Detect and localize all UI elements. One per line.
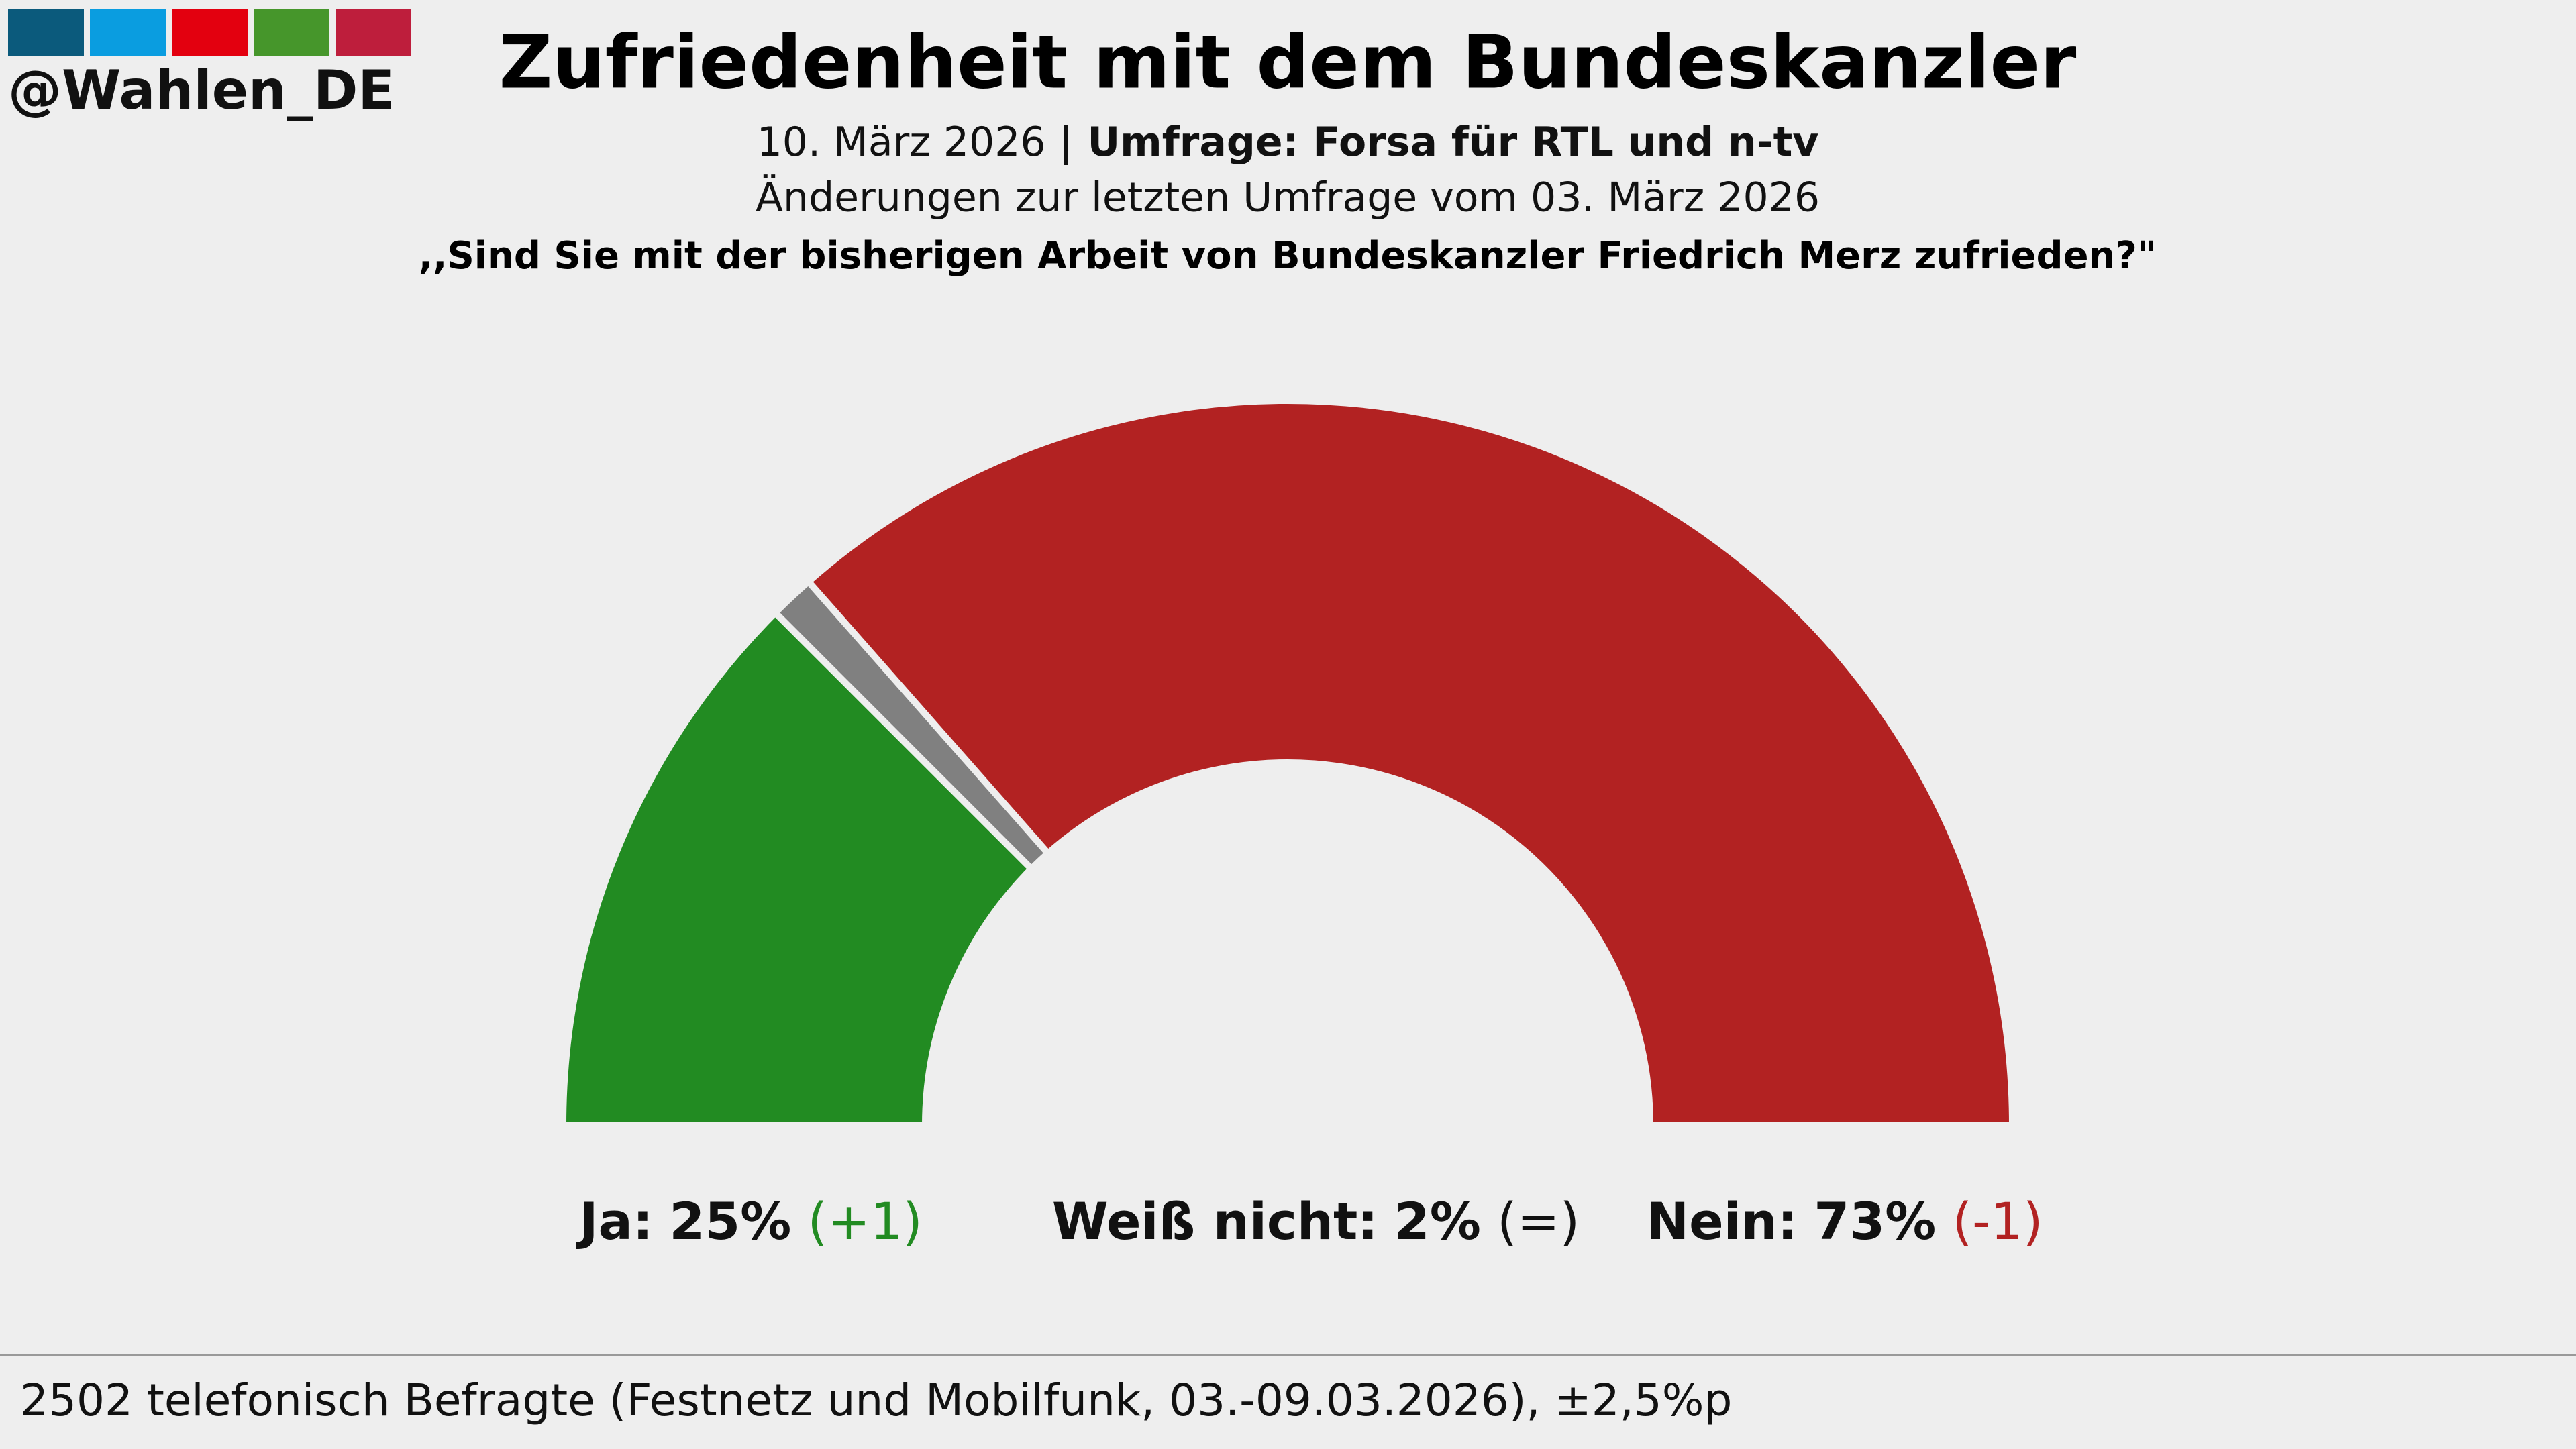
question: ,,Sind Sie mit der bisherigen Arbeit von… — [419, 234, 2157, 278]
logo-square — [172, 9, 248, 56]
category-label: Weiß nicht: — [1052, 1191, 1378, 1251]
value-label: 73% — [1814, 1191, 1936, 1251]
change-label: (=) — [1497, 1191, 1580, 1251]
logo-square — [90, 9, 166, 56]
legend-entry: Ja: 25% (+1) — [576, 1191, 923, 1251]
footer-note: 2502 telefonisch Befragte (Festnetz und … — [20, 1375, 1732, 1426]
logo-bar — [8, 9, 411, 56]
value-label: 25% — [669, 1191, 791, 1251]
subtitle-date: 10. März 2026 — [757, 119, 1046, 166]
labels: Ja: 25% (+1) Weiß nicht: 2% (=) Nein: 73% … — [576, 1191, 2043, 1251]
subtitle-source: | Umfrage: Forsa für RTL und n-tv — [1059, 119, 1819, 166]
category-label: Nein: — [1646, 1191, 1798, 1251]
logo-text: @Wahlen_DE — [8, 59, 395, 121]
category-label: Ja: — [576, 1191, 653, 1251]
arcs — [559, 397, 2016, 1128]
subtitle-change: Änderungen zur letzten Umfrage vom 03. M… — [756, 174, 1820, 221]
change-label: (-1) — [1952, 1191, 2043, 1251]
legend-entry: Nein: 73% (-1) — [1646, 1191, 2043, 1251]
logo-square — [254, 9, 329, 56]
change-label: (+1) — [807, 1191, 922, 1251]
legend-entry: Weiß nicht: 2% (=) — [1052, 1191, 1580, 1251]
slice — [559, 608, 1037, 1128]
logo-square — [336, 9, 411, 56]
subtitle: 10. März 2026 | Umfrage: Forsa für RTL u… — [757, 119, 1819, 166]
slice — [803, 397, 2016, 1128]
chart-title: Zufriedenheit mit dem Bundeskanzler — [499, 19, 2077, 105]
value-label: 2% — [1394, 1191, 1481, 1251]
logo-square — [8, 9, 84, 56]
